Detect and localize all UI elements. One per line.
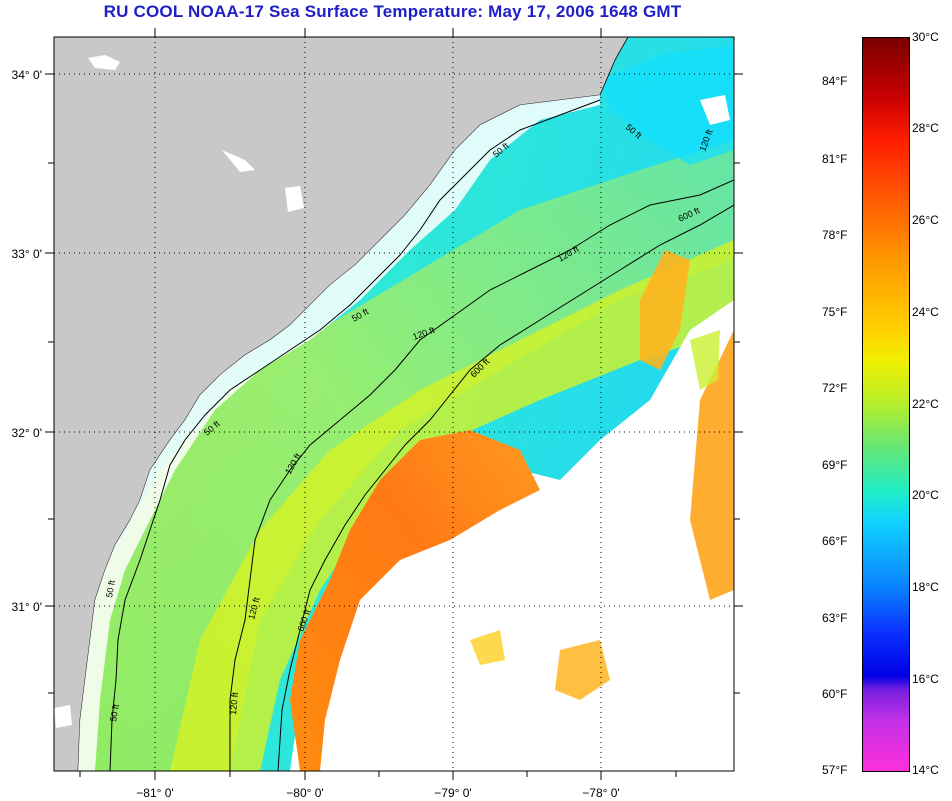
colorbar-f-label: 66°F [822, 534, 848, 548]
colorbar-f-label: 69°F [822, 458, 848, 472]
axis-ticks [45, 28, 743, 780]
colorbar-c-label: 28°C [912, 121, 939, 135]
contour-600ft [277, 204, 734, 771]
contour-label: 120 ft [228, 691, 240, 715]
offshore-yellow-patch [470, 630, 505, 665]
colorbar-c-label: 18°C [912, 580, 939, 594]
cloud-patch-ne [700, 95, 730, 125]
colorbar-c-label: 30°C [912, 30, 939, 44]
coastal-no-data-fringe [78, 95, 600, 771]
contour-120ft [229, 179, 734, 771]
colorbar-f-label: 81°F [822, 152, 848, 166]
lat-label-31: 31° 0' [12, 600, 42, 614]
colorbar-f-label: 84°F [822, 74, 848, 88]
lon-label-79: −79° 0' [434, 786, 471, 800]
gulf-stream-front [290, 430, 540, 771]
map-title: RU COOL NOAA-17 Sea Surface Temperature:… [103, 2, 682, 21]
cloud-no-data-region [290, 300, 734, 771]
cloud-land-1 [88, 55, 120, 70]
temperature-colorbar [862, 37, 910, 772]
lon-label-80: −80° 0' [286, 786, 323, 800]
map-frame [53, 36, 735, 772]
contour-50ft [109, 99, 601, 771]
mid-shelf-warm-water [170, 240, 734, 771]
graticule [54, 37, 734, 771]
offshore-warm-patch [555, 640, 610, 700]
contour-label: 50 ft [108, 703, 121, 722]
contour-label: 50 ft [104, 579, 117, 598]
colorbar-c-label: 16°C [912, 672, 939, 686]
colorbar-f-label: 63°F [822, 611, 848, 625]
lon-label-78: −78° 0' [582, 786, 619, 800]
cloud-land-3 [222, 150, 255, 172]
colorbar-f-label: 72°F [822, 381, 848, 395]
cool-water-northeast [600, 45, 734, 165]
lon-label-81: −81° 0' [136, 786, 173, 800]
lat-label-34: 34° 0' [12, 68, 42, 82]
colorbar-c-label: 26°C [912, 213, 939, 227]
colorbar-f-label: 78°F [822, 228, 848, 242]
lat-label-33: 33° 0' [12, 247, 42, 261]
colorbar-f-label: 60°F [822, 687, 848, 701]
offshore-warm-band-2 [690, 330, 734, 600]
colorbar-f-label: 75°F [822, 305, 848, 319]
offshore-warm-band-1 [640, 250, 690, 370]
lat-label-32: 32° 0' [12, 426, 42, 440]
colorbar-c-label: 22°C [912, 397, 939, 411]
colorbar-c-label: 20°C [912, 488, 939, 502]
cloud-land-4 [54, 705, 72, 728]
colorbar-c-label: 24°C [912, 305, 939, 319]
cloud-land-2 [285, 186, 304, 212]
colorbar-c-label: 14°C [912, 763, 939, 777]
offshore-green-patch [690, 330, 720, 390]
colorbar-f-label: 57°F [822, 763, 848, 777]
